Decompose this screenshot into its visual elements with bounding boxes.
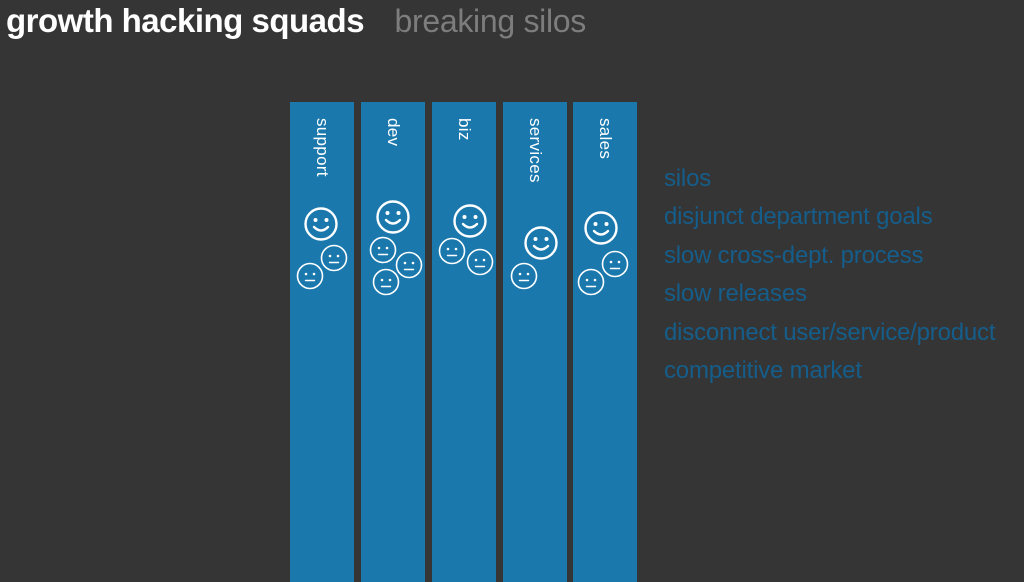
neutral-face-icon xyxy=(510,262,538,290)
neutral-face-icon xyxy=(395,251,423,279)
page-subtitle: breaking silos xyxy=(394,3,587,39)
department-column-sales: sales xyxy=(573,102,637,582)
smiley-icon xyxy=(453,204,487,238)
list-item: slow releases xyxy=(664,280,807,308)
smiley-icon xyxy=(376,200,410,234)
neutral-face-icon xyxy=(577,268,605,296)
list-item: slow cross-dept. process xyxy=(664,241,924,269)
list-item: disjunct department goals xyxy=(664,203,933,231)
department-column-biz: biz xyxy=(432,102,496,582)
neutral-face-icon xyxy=(369,236,397,264)
list-item: competitive market xyxy=(664,356,862,384)
smiley-icon xyxy=(524,226,558,260)
neutral-face-icon xyxy=(320,244,348,272)
page-title: growth hacking squads xyxy=(6,2,365,39)
smiley-icon xyxy=(584,211,618,245)
department-label: support xyxy=(313,118,332,177)
department-column-dev: dev xyxy=(361,102,425,582)
header: growth hacking squads breaking silos xyxy=(6,2,586,40)
department-label: sales xyxy=(596,118,615,160)
issues-list: silos disjunct department goals slow cro… xyxy=(664,160,996,390)
neutral-face-icon xyxy=(372,268,400,296)
department-label: biz xyxy=(455,118,474,141)
neutral-face-icon xyxy=(466,248,494,276)
neutral-face-icon xyxy=(601,250,629,278)
department-label: services xyxy=(526,118,545,183)
smiley-icon xyxy=(304,207,338,241)
department-label: dev xyxy=(384,118,403,147)
neutral-face-icon xyxy=(296,262,324,290)
neutral-face-icon xyxy=(438,237,466,265)
department-column-support: support xyxy=(290,102,354,582)
list-item: disconnect user/service/product xyxy=(664,318,996,346)
department-column-services: services xyxy=(503,102,567,582)
list-item: silos xyxy=(664,165,712,192)
